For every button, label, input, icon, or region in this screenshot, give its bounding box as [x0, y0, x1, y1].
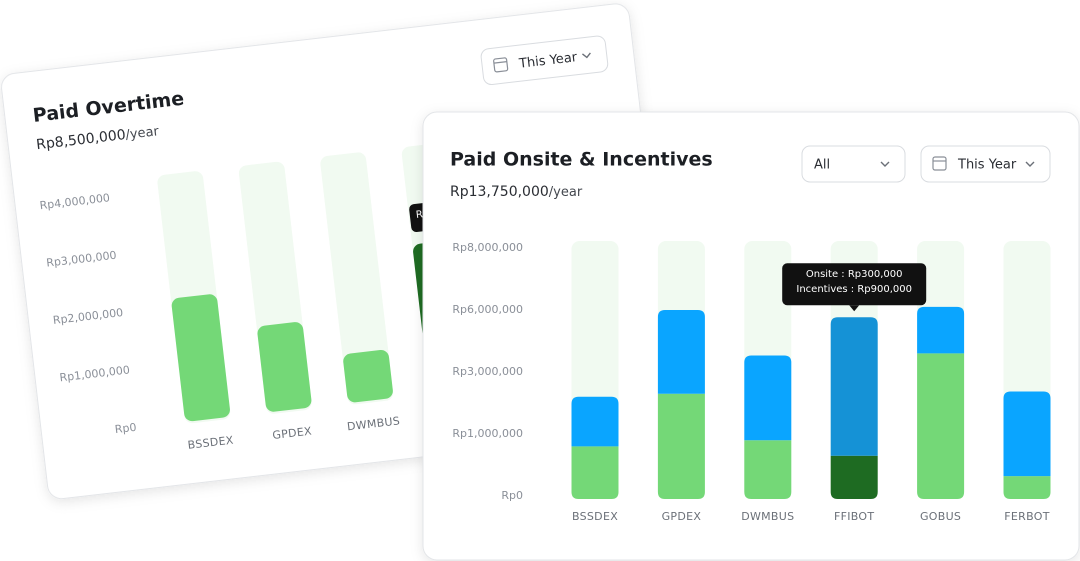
x-tick-label: DWMBUS: [741, 510, 794, 523]
bar-segment: [571, 446, 619, 499]
x-tick-label: GOBUS: [920, 510, 961, 523]
calendar-icon: [932, 156, 947, 171]
x-tick-label: GPDEX: [272, 425, 313, 442]
bar-segment: [744, 440, 792, 499]
calendar-icon-line: [493, 61, 507, 64]
dropdown-box[interactable]: [480, 35, 609, 86]
bar: [343, 349, 393, 403]
card: Paid Onsite & Incentives Rp13,750,000/yea…: [422, 111, 1080, 561]
bar-segment: [830, 317, 878, 456]
bar-segment: [571, 396, 619, 447]
y-tick-label: Rp3,000,000: [452, 365, 523, 378]
tooltip-text: Incentives : Rp900,000: [796, 284, 912, 295]
dropdown-label: This Year: [957, 158, 1017, 173]
x-tick-label: FERBOT: [1004, 510, 1049, 523]
card-title: Paid Onsite & Incentives: [450, 149, 713, 171]
x-tick-label: GPDEX: [662, 510, 702, 523]
bar-segment: [1003, 391, 1051, 477]
filter-dropdown[interactable]: All: [801, 145, 906, 183]
subtitle-unit: /year: [125, 124, 161, 143]
bar-segment: [657, 310, 705, 394]
tooltip: Onsite : Rp300,000 Incentives : Rp900,000: [782, 263, 927, 312]
filter-dropdown[interactable]: This Year: [480, 35, 609, 86]
chevron-icon: [1025, 161, 1035, 167]
filter-dropdown[interactable]: This Year: [920, 145, 1051, 183]
bar-segment: [917, 306, 965, 354]
bar-segment: [744, 355, 792, 441]
x-tick-label: BSSDEX: [572, 510, 618, 523]
bar-segment: [830, 455, 878, 499]
subtitle-amount: Rp13,750,000: [450, 184, 549, 200]
bar-segment: [1003, 476, 1051, 499]
y-tick-label: Rp6,000,000: [452, 303, 523, 316]
bar-track: [320, 152, 394, 405]
chevron-icon: [582, 52, 591, 59]
dropdown-box[interactable]: [920, 145, 1051, 183]
y-tick-label: Rp1,000,000: [452, 427, 523, 440]
bar: [171, 294, 230, 422]
chevron-icon: [880, 161, 890, 167]
bar-segment: [917, 353, 965, 499]
x-tick-label: FFIBOT: [834, 510, 874, 523]
dropdown-label: All: [814, 158, 830, 173]
tooltip-arrow: [849, 305, 860, 312]
card-subtitle: Rp13,750,000/year: [450, 184, 583, 200]
bar-segment: [657, 393, 705, 499]
y-tick-label: Rp8,000,000: [452, 241, 523, 254]
x-tick-label: DWMBUS: [346, 414, 400, 433]
bar: [257, 322, 312, 412]
tooltip-text: Onsite : Rp300,000: [806, 269, 903, 280]
calendar-icon: [493, 57, 509, 73]
dropdown-box[interactable]: [801, 145, 906, 183]
dropdown-label: This Year: [517, 50, 578, 72]
x-tick-label: BSSDEX: [187, 434, 234, 452]
tooltip-box: [782, 263, 927, 306]
y-tick-label: Rp0: [501, 489, 523, 502]
subtitle-unit: /year: [549, 185, 583, 200]
y-tick-label: Rp0: [114, 421, 137, 436]
